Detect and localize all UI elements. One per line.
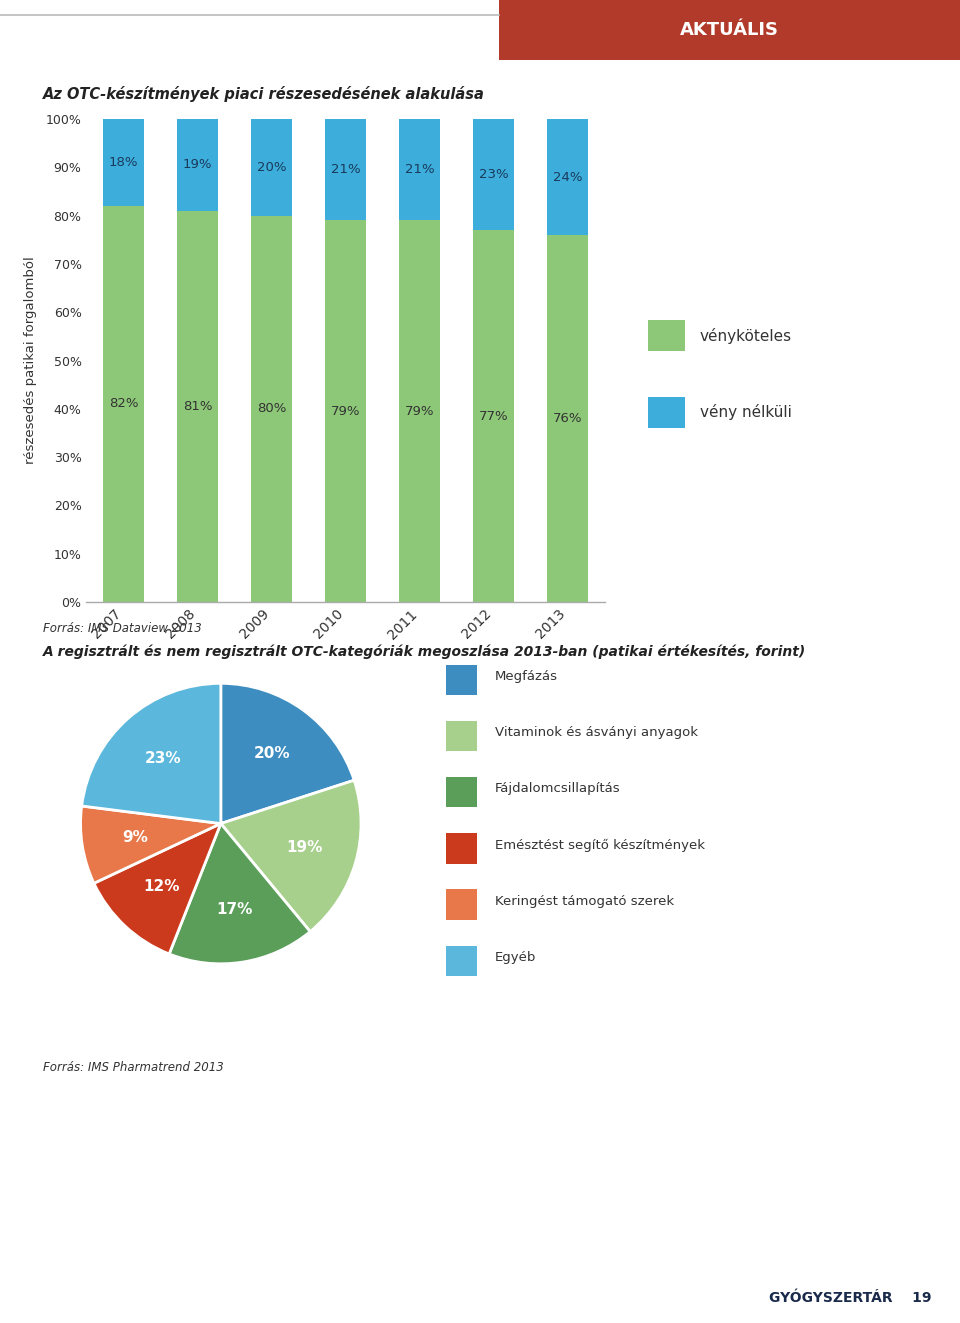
Bar [399,119,440,221]
Wedge shape [221,683,354,823]
Text: 79%: 79% [331,405,360,418]
Wedge shape [221,781,361,931]
Wedge shape [82,683,221,823]
Bar [473,230,514,602]
Bar [547,235,588,602]
Text: 23%: 23% [145,751,181,766]
Text: Forrás: IMS Pharmatrend 2013: Forrás: IMS Pharmatrend 2013 [43,1061,224,1074]
Bar [103,119,144,206]
Text: Forrás: IMS Dataview 2013: Forrás: IMS Dataview 2013 [43,622,202,635]
FancyBboxPatch shape [446,833,477,864]
Text: vény nélküli: vény nélküli [700,404,792,421]
Text: 20%: 20% [253,746,290,761]
FancyBboxPatch shape [648,320,685,352]
Bar [252,119,292,216]
Text: 24%: 24% [553,171,583,184]
Text: 18%: 18% [108,156,138,169]
Bar [177,119,218,210]
Text: A regisztrált és nem regisztrált OTC-kategóriák megoszlása 2013-ban (patikai ért: A regisztrált és nem regisztrált OTC-kat… [43,644,806,659]
FancyBboxPatch shape [446,946,477,976]
Text: 82%: 82% [108,397,138,410]
Text: 23%: 23% [479,168,509,181]
Text: AKTUÁLIS: AKTUÁLIS [680,21,780,38]
FancyBboxPatch shape [446,889,477,919]
Bar [177,210,218,602]
Text: Emésztést segítő készítmények: Emésztést segítő készítmények [494,839,705,852]
Bar [399,221,440,602]
Bar [325,119,366,221]
Text: vényköteles: vényköteles [700,328,792,344]
Wedge shape [81,806,221,884]
FancyBboxPatch shape [446,664,477,695]
FancyBboxPatch shape [499,0,960,60]
Bar [547,119,588,235]
Text: 19%: 19% [182,159,212,172]
Bar [103,206,144,602]
Text: Az OTC-készítmények piaci részesedésének alakulása: Az OTC-készítmények piaci részesedésének… [43,86,485,102]
Text: 21%: 21% [331,163,360,176]
Text: XIII. évf. 3. szám  |  2014. április: XIII. évf. 3. szám | 2014. április [38,1290,260,1306]
Wedge shape [169,823,310,963]
FancyBboxPatch shape [648,397,685,427]
Text: Keringést támogató szerek: Keringést támogató szerek [494,894,674,908]
Text: 79%: 79% [405,405,435,418]
Text: Fájdalomcsillapítás: Fájdalomcsillapítás [494,782,620,795]
Text: Megfázás: Megfázás [494,669,558,683]
Text: 9%: 9% [122,830,148,844]
Bar [325,221,366,602]
Text: 19%: 19% [286,840,323,856]
Text: Vitaminok és ásványi anyagok: Vitaminok és ásványi anyagok [494,726,698,740]
Text: 77%: 77% [479,410,509,422]
Bar [252,216,292,602]
Wedge shape [94,823,221,954]
Text: GYÓGYSZERTÁR    19: GYÓGYSZERTÁR 19 [769,1291,931,1304]
Bar [473,119,514,230]
Text: 20%: 20% [256,161,286,173]
Text: 12%: 12% [143,880,180,894]
FancyBboxPatch shape [446,777,477,807]
FancyBboxPatch shape [446,721,477,751]
Text: 81%: 81% [182,400,212,413]
Text: 76%: 76% [553,411,583,425]
Text: 80%: 80% [257,402,286,415]
Text: 21%: 21% [405,163,435,176]
Text: Egyéb: Egyéb [494,951,536,964]
Text: 17%: 17% [216,902,252,917]
Y-axis label: részesedés patikai forgalomból: részesedés patikai forgalomból [24,257,37,464]
